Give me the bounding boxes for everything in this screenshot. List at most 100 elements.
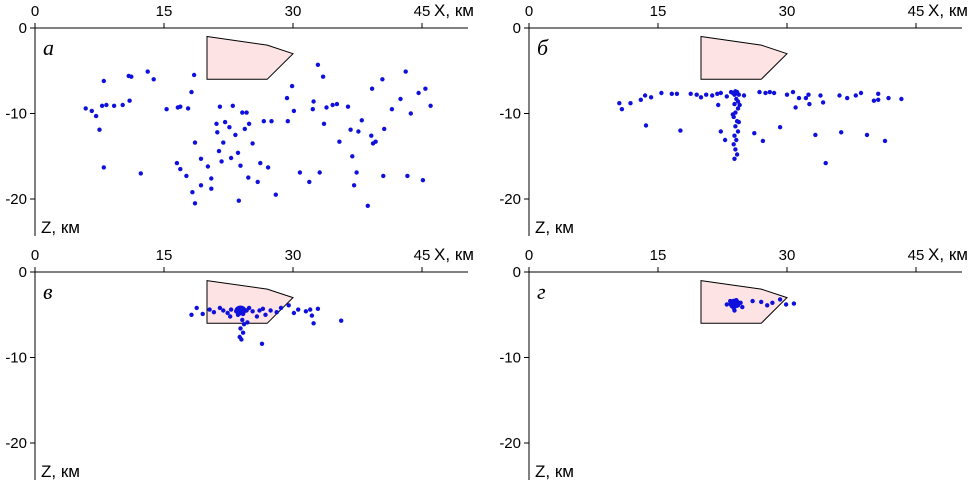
hypocenter-point	[101, 78, 107, 84]
z-axis-label: Z, км	[41, 462, 80, 481]
hypocenter-point	[899, 96, 904, 102]
hypocenter-point	[791, 301, 797, 306]
hypocenter-point	[296, 307, 301, 312]
hypocenter-point	[178, 166, 183, 172]
hypocenter-point	[308, 307, 313, 312]
hypocenter-point	[405, 173, 410, 179]
hypocenter-point	[845, 95, 850, 101]
panel-b: 0 15 30 45 X, км 0 -10 -20 Z, км б	[499, 1, 968, 237]
hypocenter-point	[750, 298, 755, 304]
hypocenter-point	[803, 95, 809, 101]
hypocenter-point	[428, 103, 433, 109]
hypocenter-point	[250, 309, 255, 314]
hypocenter-point	[320, 74, 326, 79]
hypocenter-point	[254, 314, 260, 319]
hypocenter-point	[164, 107, 169, 112]
hypocenter-point	[853, 93, 858, 98]
hypocenter-point	[217, 305, 223, 311]
hypocenter-point	[348, 127, 353, 132]
hypocenter-point	[731, 142, 736, 147]
hypocenter-point	[617, 101, 622, 106]
hypocenter-point	[752, 131, 757, 136]
hypocenter-point	[238, 163, 243, 168]
x-tick-label: 15	[650, 247, 667, 264]
hypocenter-point	[350, 154, 355, 159]
hypocenter-point	[345, 104, 351, 109]
hypocenter-point	[228, 307, 234, 312]
hypocenter-point	[269, 119, 274, 124]
z-tick-label: -20	[499, 435, 521, 452]
hypocenter-point	[192, 201, 198, 206]
hypocenter-point	[198, 183, 204, 188]
hypocenter-point	[260, 306, 266, 311]
x-tick-label: 45	[908, 247, 925, 264]
hypocenter-point	[381, 173, 386, 179]
hypocenter-point	[733, 124, 738, 129]
hypocenter-point	[227, 125, 232, 130]
hypocenter-point	[286, 303, 291, 308]
hypocenter-point	[261, 119, 266, 124]
hypocenter-point	[818, 93, 823, 98]
hypocenter-point	[807, 101, 812, 107]
hypocenter-point	[240, 330, 246, 335]
hypocenter-point	[230, 103, 235, 109]
z-tick-label: -10	[5, 350, 27, 367]
hypocenter-point	[734, 152, 740, 157]
hypocenter-point	[209, 186, 214, 191]
hypocenter-point	[771, 90, 777, 96]
hypocenter-point	[225, 310, 230, 316]
z-tick-label: -20	[5, 435, 27, 452]
hypocenter-point	[730, 112, 735, 117]
z-tick-label: -10	[5, 106, 27, 123]
hypocenter-point	[784, 92, 790, 97]
hypocenter-point	[770, 300, 775, 305]
z-tick-label: -20	[499, 191, 521, 208]
hypocenter-point	[244, 110, 249, 115]
hypocenter-point	[259, 341, 265, 346]
hypocenter-point	[643, 123, 649, 128]
hypocenter-point	[732, 133, 737, 138]
hypocenter-point	[330, 102, 335, 108]
panel-letter-b: б	[537, 35, 549, 60]
hypocenter-point	[380, 77, 385, 82]
hypocenter-point	[793, 105, 798, 110]
hypocenter-point	[722, 137, 728, 143]
hypocenter-point	[211, 310, 217, 315]
panel-letter-a: а	[43, 35, 54, 60]
hypocenter-point	[246, 121, 252, 127]
hypocenter-point	[246, 305, 252, 311]
hypocenter-point	[777, 297, 783, 302]
hypocenter-point	[813, 132, 818, 138]
hypocenter-point	[839, 130, 844, 135]
hypocenter-point	[334, 101, 340, 107]
source-body-polygon	[206, 280, 294, 324]
hypocenter-point	[741, 93, 747, 98]
source-body-polygon	[206, 35, 294, 80]
hypocenter-point	[403, 69, 408, 74]
z-tick-label: 0	[19, 264, 27, 281]
panel-letter-g: г	[537, 279, 546, 304]
hypocenter-point	[311, 321, 316, 326]
hypocenter-point	[191, 72, 197, 78]
hypocenter-point	[246, 175, 251, 180]
hypocenter-point	[365, 203, 370, 208]
hypocenter-point	[790, 89, 796, 95]
x-tick-label: 45	[908, 3, 925, 20]
hypocenter-point	[215, 130, 220, 135]
hypocenter-point	[382, 126, 387, 132]
hypocenter-point	[837, 93, 842, 98]
panel-letter-v: в	[43, 279, 53, 304]
hypocenter-point	[359, 118, 364, 123]
hypocenter-point	[718, 129, 723, 134]
hypocenter-point	[796, 95, 802, 101]
hypocenter-point	[369, 133, 374, 138]
hypocenter-point	[317, 170, 322, 175]
hypocenter-point	[370, 141, 376, 146]
hypocenter-point	[240, 110, 245, 115]
hypocenter-point	[642, 93, 648, 98]
z-tick-label: 0	[513, 20, 521, 37]
hypocenter-point	[669, 91, 674, 97]
hypocenter-point	[99, 103, 105, 109]
x-tick-label: 15	[156, 3, 173, 20]
